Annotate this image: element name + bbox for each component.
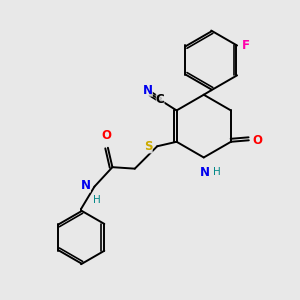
- Text: H: H: [213, 167, 221, 177]
- Text: S: S: [144, 140, 153, 153]
- Text: N: N: [200, 166, 210, 179]
- Text: N: N: [81, 179, 91, 193]
- Text: C: C: [156, 94, 164, 106]
- Text: O: O: [102, 129, 112, 142]
- Text: N: N: [143, 84, 153, 97]
- Text: F: F: [242, 39, 250, 52]
- Text: O: O: [252, 134, 262, 147]
- Text: H: H: [93, 195, 101, 205]
